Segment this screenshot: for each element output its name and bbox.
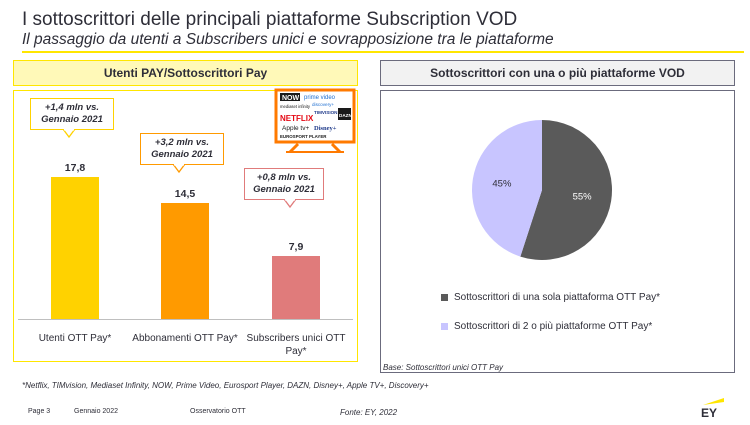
logo-timvision: TIMVISION bbox=[314, 110, 338, 115]
bar-value-label: 17,8 bbox=[64, 161, 86, 174]
legend-label-multi: Sottoscrittori di 2 o più piattaforme OT… bbox=[454, 321, 653, 332]
bar-value-label: 14,5 bbox=[174, 188, 196, 200]
pie-chart: 55% 45% bbox=[472, 120, 612, 260]
bar-chart-panel bbox=[13, 90, 358, 362]
callout-pointer bbox=[283, 198, 297, 208]
pie-legend-item-single: Sottoscrittori di una sola piattaforma O… bbox=[441, 292, 660, 303]
legend-swatch-single bbox=[441, 294, 448, 301]
logo-mediaset: mediaset infinity bbox=[280, 104, 311, 109]
category-label: Abbonamenti OTT Pay* bbox=[132, 333, 238, 344]
footer-source-name: Osservatorio OTT bbox=[190, 408, 246, 415]
page-title: I sottoscrittori delle principali piatta… bbox=[22, 9, 518, 30]
footnote: *Netflix, TIMvision, Mediaset Infinity, … bbox=[22, 381, 429, 390]
category-label: Subscribers unici OTT Pay* bbox=[246, 333, 346, 357]
callout-pointer bbox=[172, 163, 186, 173]
bar-1 bbox=[51, 176, 99, 319]
pie-chart-panel bbox=[380, 90, 735, 373]
tv-streaming-logos-icon: NOW prime video mediaset infinity discov… bbox=[274, 88, 356, 154]
bar-value-label: 7,9 bbox=[288, 240, 304, 253]
bar-3 bbox=[272, 255, 320, 319]
pie-legend-item-multi: Sottoscrittori di 2 o più piattaforme OT… bbox=[441, 321, 652, 332]
pie-slice-2 bbox=[472, 120, 542, 257]
footer-date: Gennaio 2022 bbox=[74, 408, 118, 415]
page-number: Page 3 bbox=[28, 408, 51, 415]
svg-text:EY: EY bbox=[701, 406, 717, 419]
logo-eurosport: EUROSPORT PLAYER bbox=[280, 134, 327, 139]
base-note: Base: Sottoscrittori unici OTT Pay bbox=[383, 363, 504, 372]
footer-source: Fonte: EY, 2022 bbox=[340, 408, 398, 417]
pie-value-label: 45% bbox=[492, 179, 512, 190]
logo-disney: Disney+ bbox=[314, 125, 337, 132]
pie-slice-1 bbox=[520, 120, 612, 260]
logo-discovery: discovery+ bbox=[312, 102, 334, 107]
legend-swatch-multi bbox=[441, 323, 448, 330]
logo-now: NOW bbox=[282, 95, 300, 102]
ey-logo: EY bbox=[701, 398, 724, 419]
callout-text: +3,2 mln vs. Gennaio 2021 bbox=[151, 137, 213, 160]
callout-pointer bbox=[62, 128, 76, 138]
callout-text: +0,8 mln vs. Gennaio 2021 bbox=[253, 172, 315, 195]
pie-value-label: 55% bbox=[573, 191, 593, 202]
left-panel-header: Utenti PAY/Sottoscrittori Pay bbox=[13, 60, 358, 86]
bar-2 bbox=[161, 203, 209, 319]
category-label: Utenti OTT Pay* bbox=[38, 333, 112, 344]
logo-prime: prime video bbox=[304, 95, 336, 101]
title-divider bbox=[22, 51, 744, 53]
callout-text: +1,4 mln vs. Gennaio 2021 bbox=[41, 102, 103, 125]
legend-label-single: Sottoscrittori di una sola piattaforma O… bbox=[454, 292, 661, 303]
logo-netflix: NETFLIX bbox=[280, 114, 314, 123]
page-subtitle: Il passaggio da utenti a Subscribers uni… bbox=[22, 31, 554, 48]
logo-appletv: Apple tv+ bbox=[282, 125, 309, 132]
right-panel-header: Sottoscrittori con una o più piattaforme… bbox=[380, 60, 735, 86]
x-axis-line bbox=[18, 319, 353, 320]
logo-dazn: DAZN bbox=[339, 113, 352, 118]
